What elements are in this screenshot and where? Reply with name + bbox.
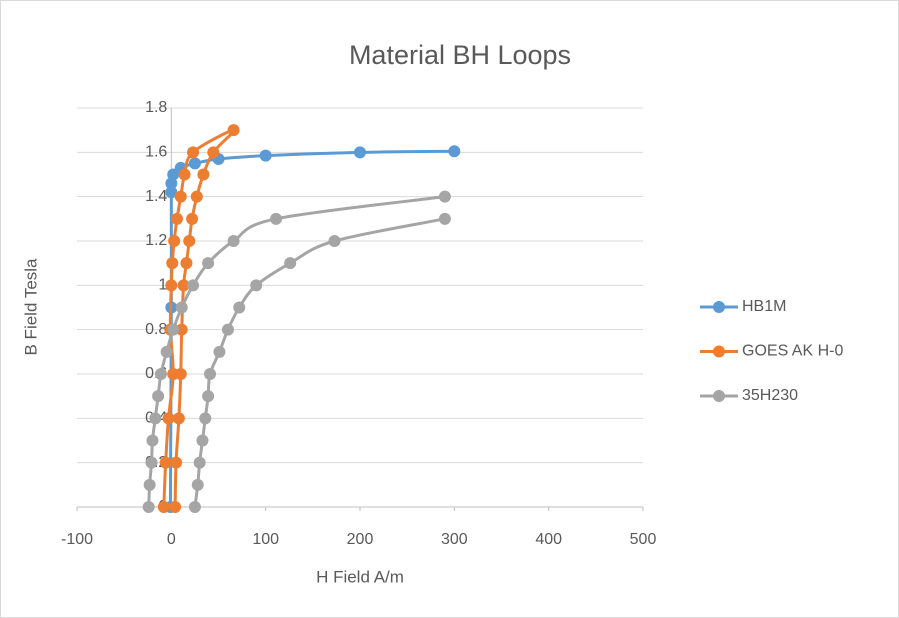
chart-title: Material BH Loops <box>349 40 571 70</box>
x-tick-label: 0 <box>167 531 176 548</box>
x-axis-label: H Field A/m <box>316 567 404 586</box>
marker <box>177 279 190 292</box>
marker <box>186 212 199 225</box>
marker <box>180 257 193 270</box>
marker <box>174 190 187 203</box>
marker <box>170 456 183 469</box>
marker <box>213 345 226 358</box>
marker <box>354 146 366 159</box>
legend-marker <box>713 390 725 402</box>
marker <box>221 323 234 336</box>
marker <box>159 456 172 469</box>
marker <box>204 368 217 380</box>
x-tick-label: 300 <box>441 531 468 548</box>
marker <box>202 257 215 270</box>
marker <box>165 186 178 199</box>
y-tick-label: 1.4 <box>145 188 167 205</box>
marker <box>191 478 204 491</box>
marker <box>284 257 297 270</box>
marker <box>175 301 188 314</box>
marker <box>187 279 200 292</box>
legend-marker <box>713 345 725 358</box>
y-tick-label: 1.2 <box>145 232 167 249</box>
marker <box>233 301 246 314</box>
marker <box>188 157 201 170</box>
x-tick-label: -100 <box>61 531 93 548</box>
marker <box>250 279 263 292</box>
marker <box>202 390 215 403</box>
x-tick-label: 500 <box>630 531 657 548</box>
marker <box>175 323 188 336</box>
marker <box>152 390 165 403</box>
legend-label: 35H230 <box>742 387 798 404</box>
marker <box>227 235 240 247</box>
marker <box>448 145 461 158</box>
marker <box>193 456 206 469</box>
marker <box>143 478 156 491</box>
marker <box>178 168 191 181</box>
x-tick-label: 100 <box>252 531 279 548</box>
marker <box>168 235 181 247</box>
marker <box>207 146 220 159</box>
marker <box>183 235 196 247</box>
marker <box>157 501 170 513</box>
marker <box>149 412 162 425</box>
marker <box>438 190 451 203</box>
y-tick-label: 0.8 <box>145 321 167 338</box>
marker <box>190 190 203 203</box>
marker <box>187 146 200 159</box>
marker <box>172 412 185 425</box>
marker <box>199 412 212 425</box>
legend-marker <box>713 301 725 313</box>
marker <box>259 149 272 162</box>
y-tick-label: 1.8 <box>145 99 167 116</box>
marker <box>170 212 183 225</box>
marker <box>438 212 451 225</box>
marker <box>167 323 180 336</box>
legend-label: HB1M <box>742 298 786 315</box>
marker <box>162 412 175 425</box>
marker <box>142 501 155 513</box>
marker <box>166 257 179 270</box>
marker <box>196 434 209 447</box>
marker <box>270 212 283 225</box>
marker <box>174 368 187 380</box>
marker <box>160 345 173 358</box>
marker <box>169 501 182 513</box>
legend-label: GOES AK H-0 <box>742 343 843 360</box>
y-tick-label: 1.6 <box>145 144 167 161</box>
plot <box>142 124 461 513</box>
marker <box>146 434 159 447</box>
marker <box>197 168 210 181</box>
y-tick-label: 1 <box>158 277 167 294</box>
marker <box>227 124 240 137</box>
marker <box>165 279 178 292</box>
x-tick-label: 200 <box>347 531 374 548</box>
y-axis-label: B Field Tesla <box>21 258 40 356</box>
marker <box>188 501 201 513</box>
x-tick-label: 400 <box>535 531 562 548</box>
marker <box>145 456 158 469</box>
marker <box>154 368 167 380</box>
marker <box>328 235 341 247</box>
